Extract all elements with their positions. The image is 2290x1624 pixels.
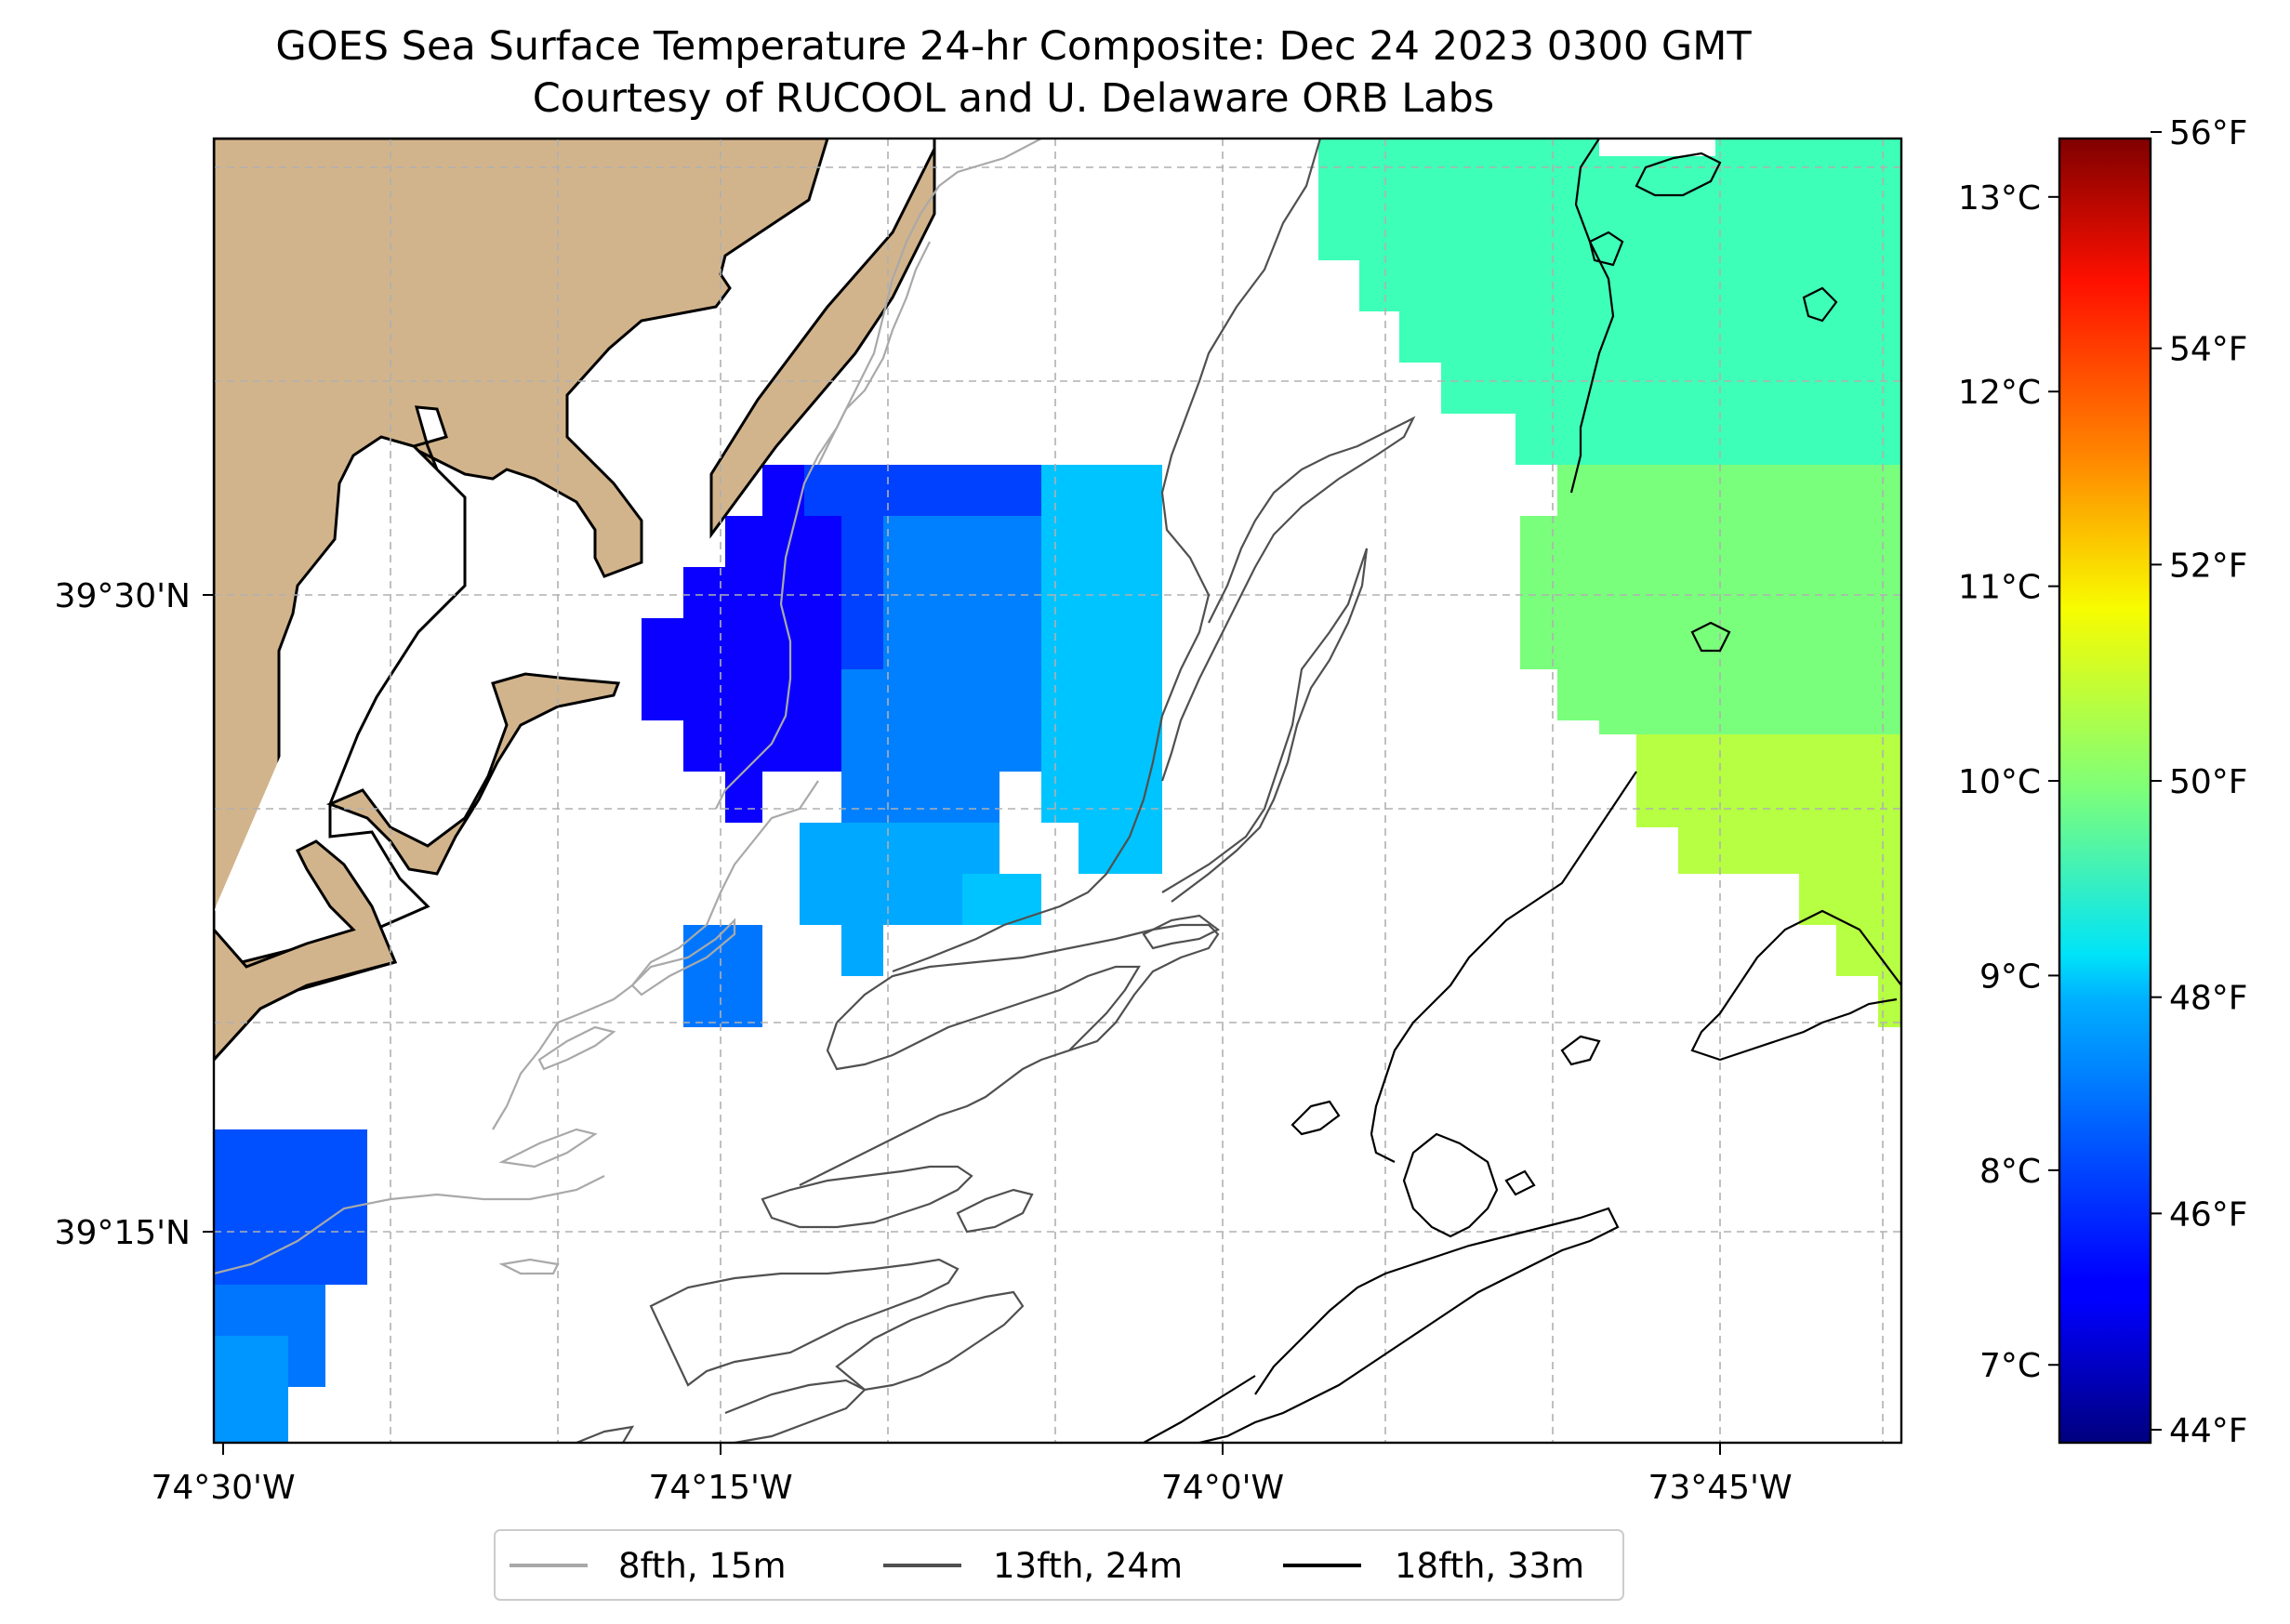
colorbar-label-celsius: 8°C: [1979, 1153, 2041, 1191]
contour-18fth-island-c: [1504, 1169, 1536, 1196]
lon-label: 73°45'W: [1648, 1469, 1792, 1507]
colorbar-label-fahrenheit: 48°F: [2169, 980, 2248, 1018]
colorbar: 13°C 12°C 11°C 10°C 9°C 8°C 7°C 56°F 54°F 52°F 50°…: [1958, 114, 2247, 1450]
contour-8fth-shoal-a: [630, 918, 736, 997]
contour-18fth-island-f: [1690, 621, 1731, 653]
contour-8fth-shoal-b: [537, 1025, 616, 1071]
contour-13fth-shoal-a: [761, 1165, 973, 1229]
legend-box: [494, 1529, 1624, 1601]
contour-13fth-ridge-a: [1160, 416, 1416, 782]
contour-18fth: [1143, 139, 1901, 1443]
legend-label-18fth: 18fth, 33m: [1395, 1546, 1584, 1586]
colorbar-label-fahrenheit: 52°F: [2169, 547, 2248, 585]
contour-13fth-long-b: [826, 965, 1141, 1071]
legend-label-8fth: 8fth, 15m: [618, 1546, 787, 1586]
contour-18fth-south-a: [1198, 1207, 1620, 1443]
contour-18fth-main-b: [1370, 771, 1637, 1163]
contour-13fth-shoal-b: [956, 1188, 1034, 1234]
sst-raster: [214, 139, 1901, 1443]
lat-label: 39°30'N: [55, 577, 191, 615]
contour-18fth-southeast: [1402, 1132, 1499, 1238]
contour-18fth-offshore: [1690, 909, 1901, 1062]
contour-13fth: [576, 139, 1416, 1443]
contour-13fth-ridge-b: [1161, 548, 1369, 903]
sst-cells-mid-c: [800, 823, 999, 976]
legend: 8fth, 15m 13fth, 24m 18fth, 33m: [494, 1529, 1624, 1601]
colorbar-labels: 13°C 12°C 11°C 10°C 9°C 8°C 7°C 56°F 54°F 52°F 50°…: [1958, 114, 2247, 1450]
contour-13fth-shoal-c: [649, 1258, 960, 1387]
legend-label-13fth: 13fth, 24m: [993, 1546, 1183, 1586]
contour-18fth-island-g: [1588, 231, 1624, 267]
title-line-1: GOES Sea Surface Temperature 24-hr Compo…: [275, 23, 1752, 70]
coastline-land: [214, 139, 936, 1063]
contour-8fth-main: [715, 139, 1042, 810]
contour-18fth-island-a: [1291, 1100, 1341, 1136]
map-frame: [212, 137, 1903, 1445]
contour-8fth: [214, 139, 1042, 1275]
sst-cells-mid-d: [1041, 465, 1162, 874]
colorbar-label-fahrenheit: 54°F: [2169, 331, 2248, 369]
colorbar-label-fahrenheit: 56°F: [2169, 114, 2248, 152]
contour-18fth-island-e: [1802, 286, 1838, 323]
contour-18fth-island-d: [1635, 152, 1722, 197]
lat-label: 39°15'N: [55, 1214, 191, 1252]
colorbar-ticks: [2048, 131, 2162, 1432]
land-south-tip: [214, 839, 398, 1063]
lat-tick-labels: 39°30'N 39°15'N: [55, 577, 191, 1252]
colorbar-label-celsius: 9°C: [1979, 957, 2041, 996]
colorbar-label-celsius: 12°C: [1958, 374, 2041, 412]
axis-ticks: [203, 594, 1721, 1455]
land-barrier-peninsula: [709, 139, 936, 539]
gridlines: [214, 139, 1901, 1443]
lon-label: 74°30'W: [151, 1469, 295, 1507]
title-line-2: Courtesy of RUCOOL and U. Delaware ORB L…: [532, 75, 1495, 122]
contour-8fth-shoal-c: [498, 1128, 598, 1168]
land-cape-may-point: [325, 672, 621, 876]
lon-label: 74°0'W: [1161, 1469, 1284, 1507]
contour-13fth-ridge-c: [1142, 914, 1221, 950]
contour-13fth-shoal-f: [576, 1425, 635, 1443]
sst-cells-inner-shelf: [642, 465, 841, 823]
sst-cells-southwest-c: [214, 1336, 288, 1443]
colorbar-label-fahrenheit: 50°F: [2169, 763, 2248, 801]
contour-18fth-island-b: [1560, 1035, 1601, 1066]
contour-8fth-inner: [817, 241, 931, 466]
sst-cell-isolated-b: [683, 925, 762, 1027]
contour-13fth-shoal-d: [835, 1290, 1025, 1392]
contour-13fth-shoal-e: [724, 1379, 867, 1443]
lon-label: 74°15'W: [648, 1469, 792, 1507]
sst-cells-east-south: [1636, 734, 1901, 1027]
colorbar-label-fahrenheit: 46°F: [2169, 1195, 2248, 1234]
colorbar-gradient: [2058, 137, 2152, 1445]
contour-18fth-main-a: [1569, 139, 1615, 494]
contour-18fth-south-b: [1143, 1375, 1256, 1443]
contour-8fth-ridge: [492, 780, 819, 1130]
sst-cells-east: [1520, 465, 1901, 734]
contour-13fth-main: [892, 139, 1322, 973]
contour-8fth-south: [214, 1175, 605, 1275]
contour-13fth-long-a: [799, 923, 1220, 1186]
colorbar-label-celsius: 10°C: [1958, 763, 2041, 801]
colorbar-label-celsius: 7°C: [1979, 1347, 2041, 1385]
sst-cells-northeast: [1318, 139, 1901, 465]
sst-cells-mid-b: [841, 516, 1079, 823]
colorbar-label-celsius: 11°C: [1958, 569, 2041, 607]
contour-8fth-shoal-d: [498, 1258, 560, 1275]
colorbar-label-celsius: 13°C: [1958, 179, 2041, 218]
map-panel: [214, 139, 1901, 1443]
colorbar-label-fahrenheit: 44°F: [2169, 1412, 2248, 1450]
lon-tick-labels: 74°30'W 74°15'W 74°0'W 73°45'W: [151, 1469, 1792, 1507]
